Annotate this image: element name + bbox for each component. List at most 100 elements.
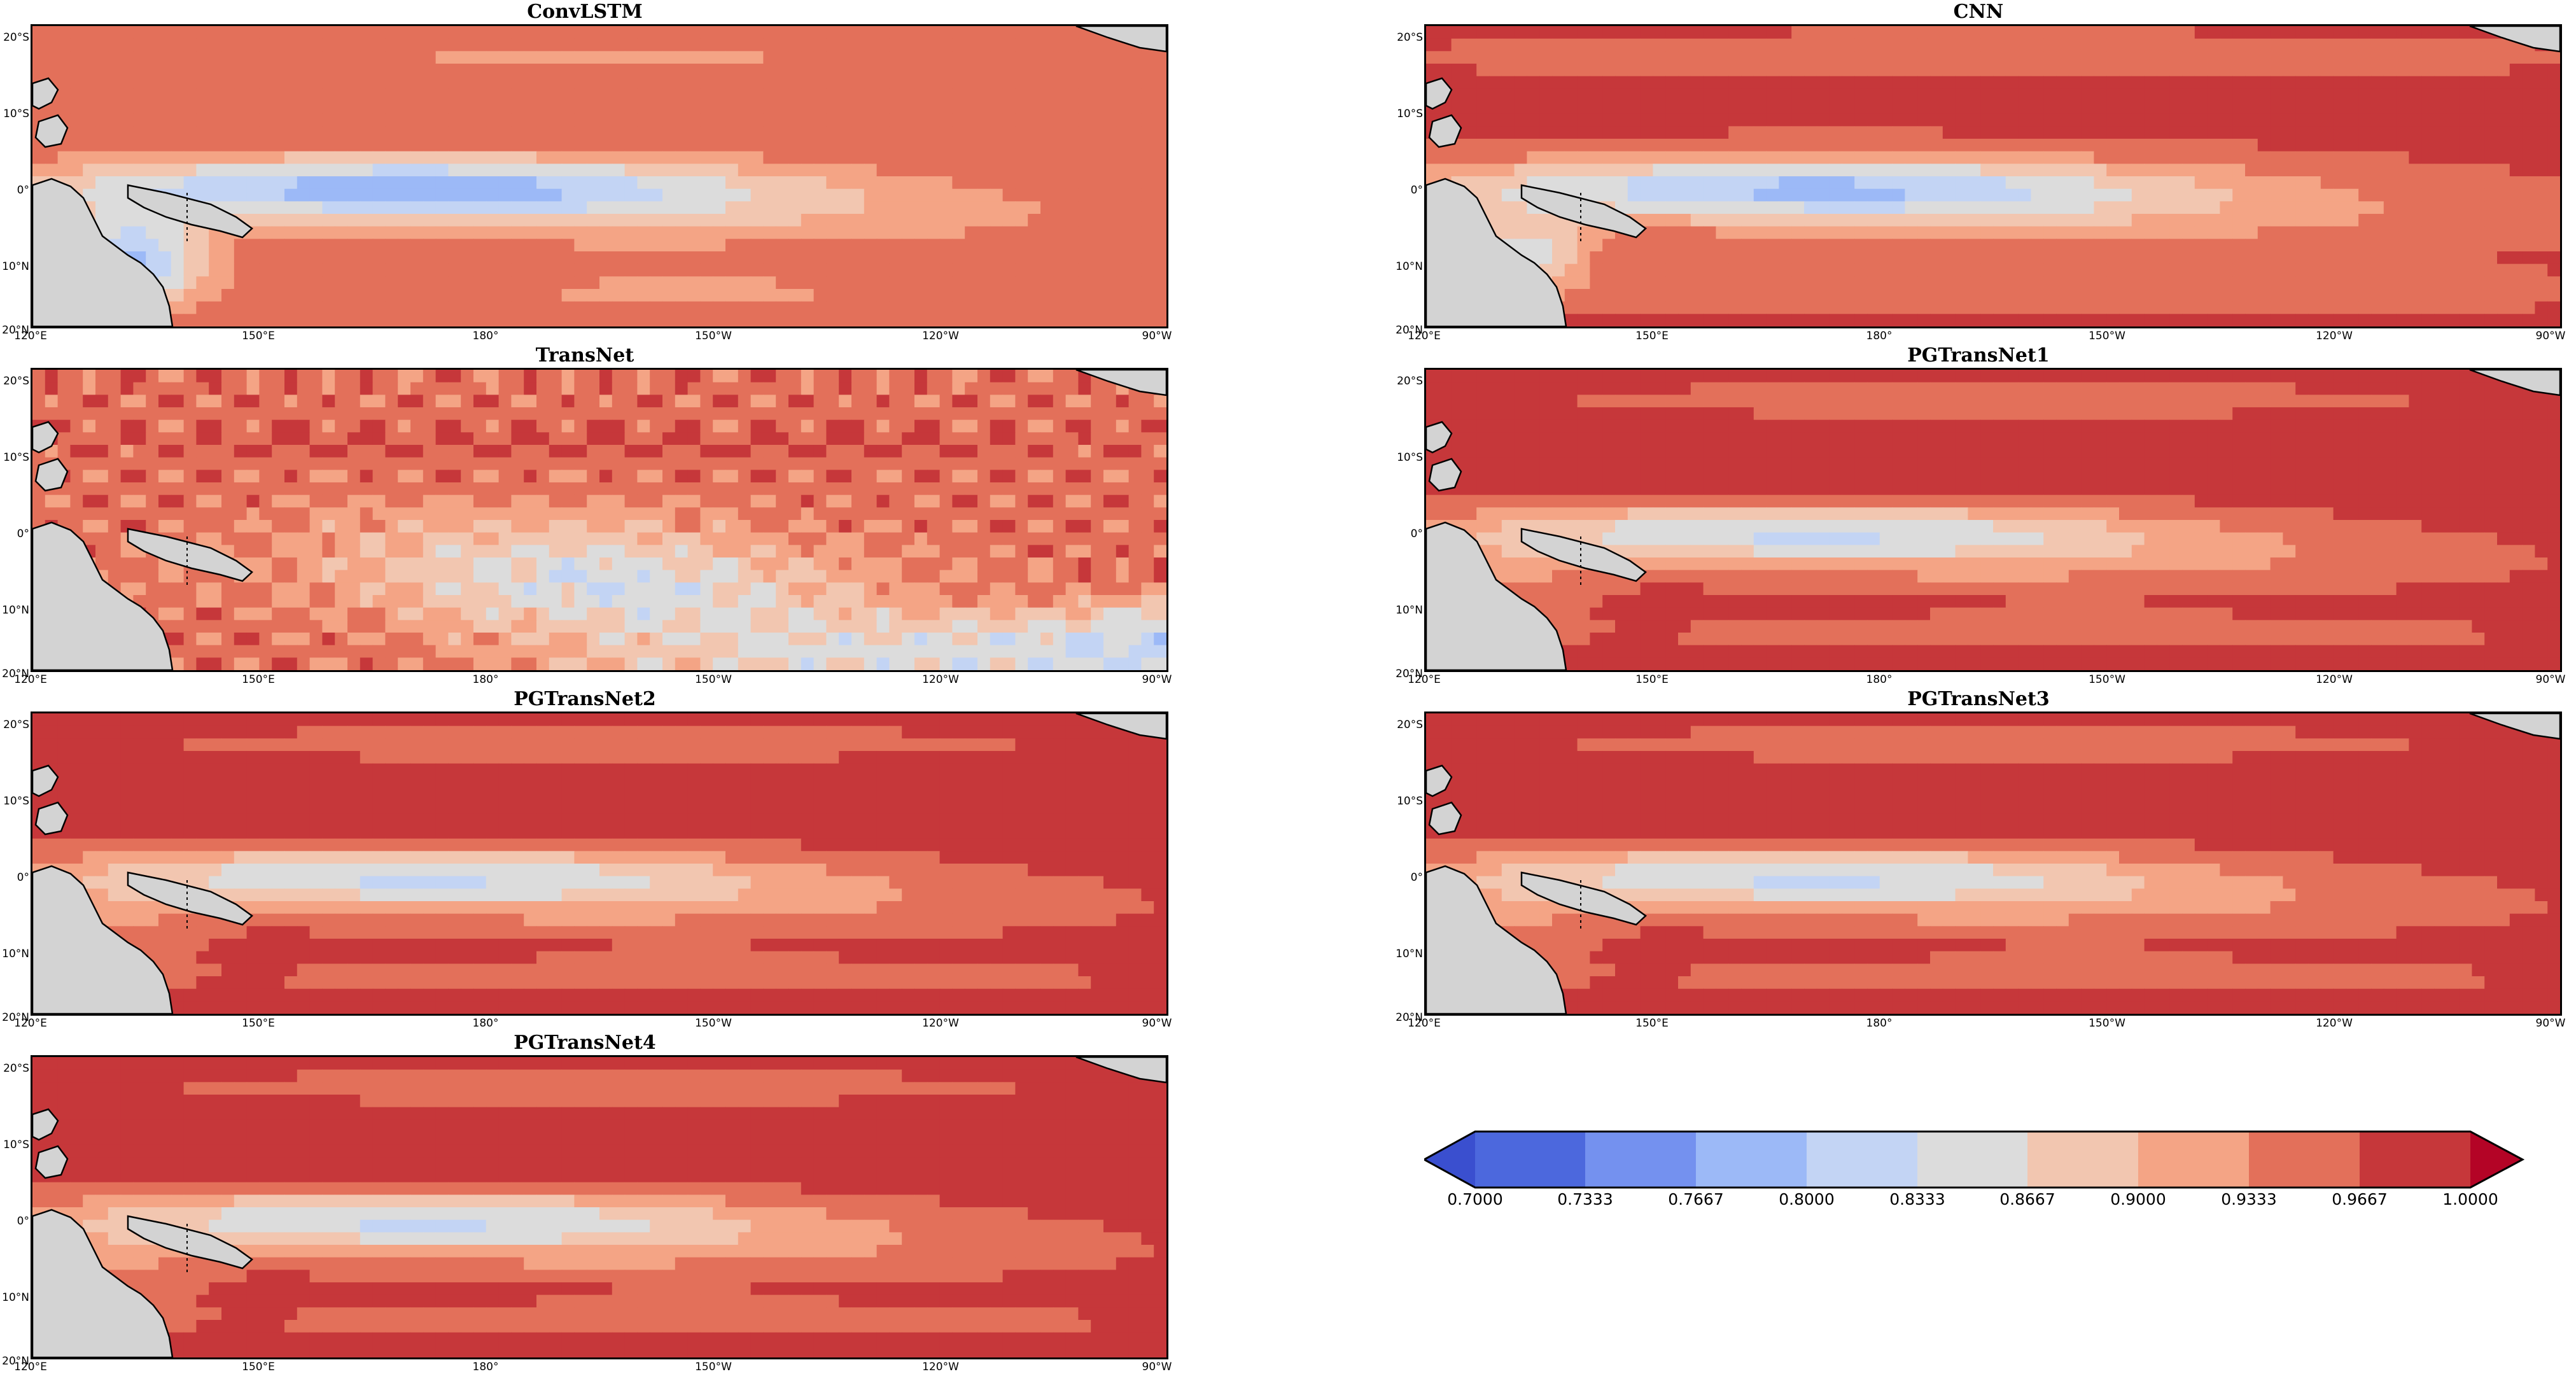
lon-label-90w: 90°W [2535, 673, 2566, 686]
lon-label-150e: 150°E [1635, 330, 1669, 342]
lon-label-120w: 120°W [2316, 673, 2353, 686]
land-mass [32, 178, 174, 326]
land-mass [1426, 178, 1567, 326]
correlation-map [1424, 368, 2562, 672]
lon-label-120e: 120°E [14, 330, 47, 342]
colorbar-tick-label: 0.8000 [1779, 1190, 1835, 1209]
land-mass [32, 865, 174, 1014]
lon-label-180: 180° [472, 1017, 499, 1030]
colorbar-segment [1917, 1132, 2027, 1188]
land-mass [1520, 528, 1647, 582]
land-mass [32, 764, 59, 797]
lat-label-10s: 10°S [3, 1139, 29, 1151]
lon-label-120w: 120°W [922, 1361, 959, 1373]
colorbar: 0.7000 0.7333 0.7667 0.8000 0.8333 0.866… [1424, 1130, 2525, 1209]
lat-label-20n: 20°N [2, 324, 29, 337]
colorbar-tick-label: 0.9667 [2332, 1190, 2388, 1209]
map-panel-cnn: CNN 20°S 10°S 0° 10°N 20°N 120°E 150°E 1… [1394, 0, 2566, 344]
map-panel-pgtransnet4: PGTransNet4 20°S 10°S 0° 10°N 20°N 120°E… [0, 1031, 1172, 1375]
land-mass [32, 77, 59, 110]
lon-label-120e: 120°E [1408, 1017, 1441, 1030]
lon-label-150w: 150°W [2089, 673, 2125, 686]
lat-label-10s: 10°S [3, 108, 29, 120]
lat-label-20n: 20°N [2, 668, 29, 680]
colorbar-tick-label: 0.9000 [2110, 1190, 2166, 1209]
lon-label-120e: 120°E [1408, 330, 1441, 342]
map-panel-transnet: TransNet 20°S 10°S 0° 10°N 20°N 120°E 15… [0, 344, 1172, 687]
lat-label-20n: 20°N [1396, 668, 1423, 680]
colorbar-tick-label: 0.8333 [1889, 1190, 1945, 1209]
land-mass [32, 1108, 59, 1141]
colorbar-tick-label: 0.9333 [2221, 1190, 2277, 1209]
land-mass [1075, 1057, 1166, 1084]
lon-label-90w: 90°W [1142, 330, 1172, 342]
colorbar-segment [2360, 1132, 2470, 1188]
colorbar-segment [1696, 1132, 1807, 1188]
land-mass [127, 528, 253, 582]
lat-label-20s: 20°S [3, 1062, 29, 1075]
land-mass [34, 114, 69, 148]
lon-label-120e: 120°E [14, 1361, 47, 1373]
lon-label-90w: 90°W [1142, 1361, 1172, 1373]
correlation-map [31, 1055, 1168, 1359]
lat-label-eq: 0° [1410, 184, 1423, 197]
colorbar-segment [2138, 1132, 2249, 1188]
colorbar-tick-label: 1.0000 [2442, 1190, 2498, 1209]
panel-title: PGTransNet2 [514, 688, 656, 710]
lon-label-120w: 120°W [922, 330, 959, 342]
colorbar-segment [1807, 1132, 1917, 1188]
lat-label-10s: 10°S [3, 795, 29, 808]
lon-label-90w: 90°W [1142, 1017, 1172, 1030]
panel-title: PGTransNet4 [514, 1032, 656, 1054]
lat-label-20s: 20°S [1397, 375, 1423, 388]
lat-label-10n: 10°N [2, 1291, 29, 1304]
lat-label-20n: 20°N [1396, 1011, 1423, 1024]
panel-title: PGTransNet3 [1907, 688, 2050, 710]
land-mass [34, 1145, 69, 1179]
lon-label-120w: 120°W [2316, 330, 2353, 342]
lat-label-10n: 10°N [2, 948, 29, 960]
land-mass [1428, 114, 1462, 148]
colorbar-low-extension [1424, 1132, 1475, 1188]
land-mass [127, 184, 253, 239]
colorbar-tick-label: 0.7667 [1668, 1190, 1724, 1209]
lat-label-20n: 20°N [1396, 324, 1423, 337]
lon-label-150w: 150°W [695, 1017, 732, 1030]
lat-label-10s: 10°S [1397, 795, 1423, 808]
land-mass [1426, 764, 1453, 797]
land-mass [1075, 370, 1166, 396]
lon-label-120w: 120°W [922, 673, 959, 686]
colorbar-tick-label: 0.8667 [1999, 1190, 2055, 1209]
lat-label-10s: 10°S [1397, 451, 1423, 464]
colorbar-segment [1475, 1132, 1585, 1188]
land-mass [2469, 713, 2560, 740]
colorbar-high-extension [2470, 1132, 2523, 1188]
lon-label-120w: 120°W [2316, 1017, 2353, 1030]
lat-label-10n: 10°N [1396, 948, 1423, 960]
lat-label-eq: 0° [17, 528, 29, 540]
lon-label-120w: 120°W [922, 1017, 959, 1030]
lon-label-150e: 150°E [242, 1361, 275, 1373]
land-mass [1075, 713, 1166, 740]
colorbar-segment [2027, 1132, 2138, 1188]
lat-label-20s: 20°S [3, 31, 29, 44]
land-mass [34, 801, 69, 836]
colorbar-segment [1585, 1132, 1696, 1188]
panel-title: ConvLSTM [527, 1, 643, 23]
lon-label-120e: 120°E [14, 1017, 47, 1030]
lon-label-120e: 120°E [14, 673, 47, 686]
lon-label-90w: 90°W [1142, 673, 1172, 686]
correlation-map [31, 712, 1168, 1016]
land-mass [127, 1215, 253, 1270]
lat-label-20s: 20°S [1397, 719, 1423, 731]
land-mass [2469, 26, 2560, 53]
panel-title: TransNet [535, 344, 634, 367]
lon-label-90w: 90°W [2535, 330, 2566, 342]
lat-label-20s: 20°S [1397, 31, 1423, 44]
lon-label-150w: 150°W [2089, 1017, 2125, 1030]
lat-label-eq: 0° [17, 1215, 29, 1228]
land-mass [1426, 521, 1567, 670]
lat-label-10n: 10°N [2, 260, 29, 273]
lon-label-180: 180° [472, 673, 499, 686]
lat-label-10n: 10°N [2, 604, 29, 617]
